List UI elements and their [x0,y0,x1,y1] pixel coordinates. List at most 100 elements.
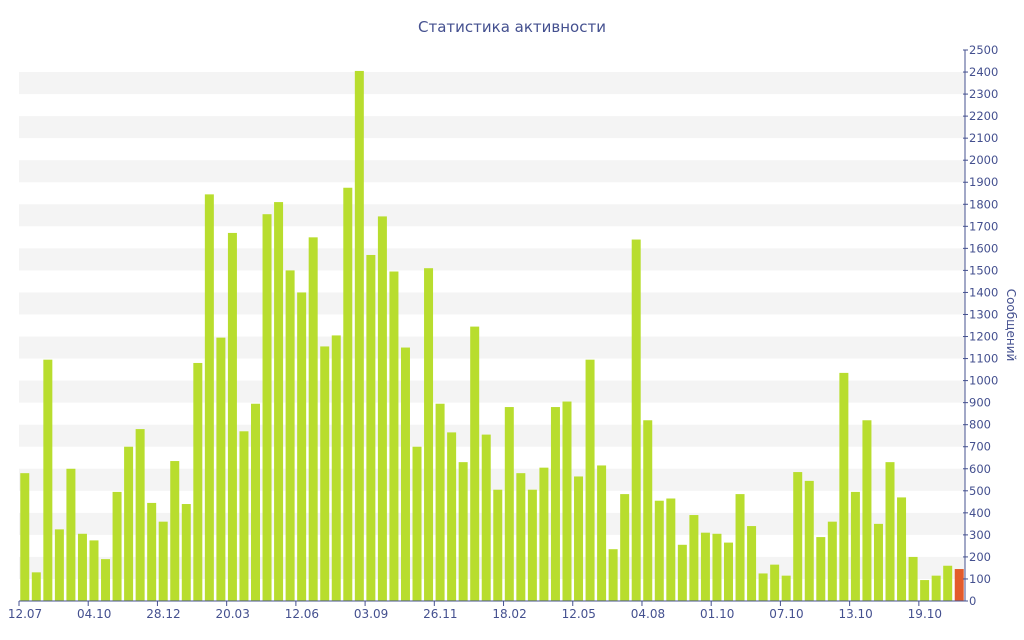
y-tick-label: 400 [969,506,991,520]
bar[interactable] [724,542,733,601]
bar[interactable] [758,573,768,601]
bar[interactable] [550,407,560,601]
bar[interactable] [239,431,249,601]
bar[interactable] [377,216,387,602]
y-tick-label: 2200 [969,109,998,123]
bar[interactable] [643,420,653,601]
x-tick-label: 12.05 [562,607,596,621]
bar[interactable] [493,489,503,601]
bar[interactable] [931,575,941,601]
bar[interactable] [262,214,272,601]
bar[interactable] [147,502,157,601]
bar[interactable] [31,572,41,601]
bar[interactable] [712,533,722,601]
bar[interactable] [193,362,203,601]
bar[interactable] [227,232,237,601]
grid-band [19,468,965,491]
bar[interactable] [781,575,791,601]
y-tick-label: 2500 [969,43,998,57]
bar[interactable] [447,432,457,601]
bar[interactable] [862,420,872,601]
bar[interactable] [135,429,145,601]
bar[interactable] [804,480,814,601]
y-tick-label: 1000 [969,374,998,388]
grid-band [19,248,965,271]
bar[interactable] [700,532,710,601]
y-tick-label: 2000 [969,153,998,167]
y-tick-label: 900 [969,396,991,410]
bar[interactable] [389,271,399,601]
bar[interactable] [735,494,745,601]
bar[interactable] [470,326,480,601]
bar[interactable] [354,70,364,602]
bar[interactable] [400,347,410,601]
y-tick-label: 2400 [969,65,998,79]
bar[interactable] [458,462,468,601]
y-tick-label: 800 [969,418,991,432]
bar[interactable] [793,472,803,601]
bar[interactable] [943,565,953,601]
bar[interactable] [331,335,341,601]
bar[interactable] [574,476,584,601]
y-tick-label: 2300 [969,87,998,101]
bar[interactable] [689,515,699,601]
bar[interactable] [297,292,307,601]
bar[interactable] [620,494,630,601]
bar[interactable] [343,187,353,601]
bar-current[interactable] [954,569,964,601]
bar[interactable] [204,194,214,601]
bar[interactable] [112,491,122,601]
bar[interactable] [527,489,537,601]
bar[interactable] [101,559,111,601]
bar[interactable] [920,580,930,601]
bar[interactable] [816,537,826,601]
bar[interactable] [54,529,64,601]
bar[interactable] [597,465,607,601]
x-tick-label: 04.10 [77,607,111,621]
bar[interactable] [435,403,445,601]
bar[interactable] [908,556,918,601]
bar[interactable] [747,526,757,601]
bar[interactable] [677,544,687,601]
bar[interactable] [539,467,549,601]
bar[interactable] [666,498,676,601]
bar[interactable] [850,491,860,601]
bar[interactable] [839,372,849,601]
bar[interactable] [251,403,260,601]
bar[interactable] [654,500,664,601]
bar[interactable] [885,462,895,601]
bar[interactable] [481,434,491,601]
x-tick-label: 04.08 [631,607,665,621]
bar[interactable] [873,523,883,601]
y-tick-label: 300 [969,528,991,542]
bar[interactable] [320,346,330,601]
bar[interactable] [562,401,572,601]
bar[interactable] [608,549,618,601]
bar[interactable] [89,540,99,601]
bar[interactable] [285,270,295,601]
bar[interactable] [412,446,422,601]
bar[interactable] [274,202,284,602]
bar[interactable] [585,359,595,601]
bar[interactable] [43,359,53,601]
bar[interactable] [308,237,318,601]
x-tick-label: 12.07 [8,607,42,621]
bar[interactable] [366,254,376,602]
bar[interactable] [181,504,191,601]
bar[interactable] [631,239,641,601]
bar[interactable] [504,407,514,601]
bar[interactable] [770,564,780,601]
bar[interactable] [158,521,168,601]
bar[interactable] [516,473,526,601]
bar[interactable] [77,533,87,601]
bar[interactable] [170,461,180,601]
bar[interactable] [827,521,837,601]
bar[interactable] [66,468,76,601]
bar[interactable] [124,446,134,601]
y-tick-label: 1200 [969,330,998,344]
bar[interactable] [20,473,30,601]
bar[interactable] [897,497,907,601]
bar[interactable] [424,268,434,601]
bar[interactable] [216,337,226,601]
